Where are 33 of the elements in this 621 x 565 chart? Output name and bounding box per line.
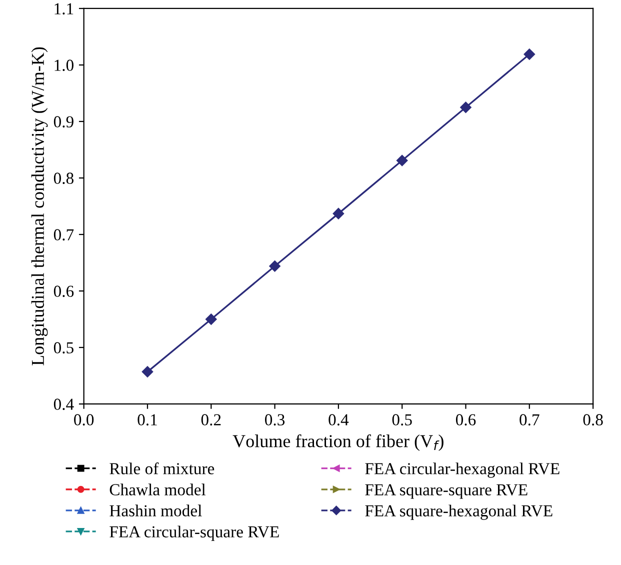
- point: [142, 366, 154, 378]
- y-tick-label: 0.6: [54, 286, 74, 297]
- x-tick-label: 0.0: [74, 414, 94, 426]
- legend-label: Hashin model: [110, 504, 202, 516]
- y-tick-label: 0.5: [54, 342, 74, 354]
- legend-label: Rule of mixture: [110, 462, 214, 474]
- x-tick-label: 0.4: [328, 414, 349, 426]
- y-axis-title: Longitudinal thermal conductivity (W/m-K): [31, 47, 48, 366]
- point: [460, 102, 472, 113]
- point: [269, 260, 280, 272]
- x-tick-label: 0.3: [265, 414, 285, 426]
- legend-label: Chawla model: [110, 484, 206, 496]
- point: [524, 48, 536, 60]
- y-tick-label: 1.0: [54, 60, 74, 71]
- legend-label: FEA circular-square RVE: [110, 526, 279, 541]
- x-tick-label: 0.2: [201, 414, 221, 426]
- y-tick-label: 0.9: [54, 116, 74, 128]
- x-tick-label: 0.5: [392, 414, 412, 426]
- y-tick-label: 0.4: [54, 398, 74, 410]
- x-tick-label: 0.8: [583, 414, 603, 426]
- legend-label: FEA square-square RVE: [365, 484, 528, 499]
- x-tick-label: 0.1: [138, 414, 157, 426]
- y-tick-label: 0.7: [54, 229, 74, 240]
- point: [396, 154, 408, 166]
- legend-label: FEA circular-hexagonal RVE: [365, 462, 560, 478]
- y-tick-label: 0.8: [54, 172, 74, 184]
- x-tick-label: 0.7: [520, 414, 540, 426]
- point: [206, 314, 217, 325]
- x-tick-label: 0.6: [456, 414, 476, 426]
- x-axis-title: Volume fraction of fiber (V$_{f}$): [232, 434, 444, 451]
- legend-label: FEA square-hexagonal RVE: [365, 504, 552, 520]
- y-tick-label: 1.1: [54, 3, 74, 14]
- point: [332, 208, 344, 220]
